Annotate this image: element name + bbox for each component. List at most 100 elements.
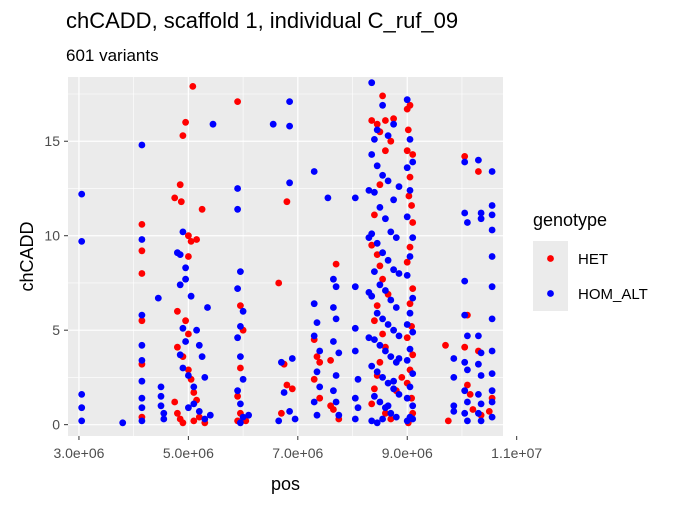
data-point-hom-alt: [461, 358, 469, 366]
data-point-het: [382, 147, 389, 155]
data-point-hom-alt: [384, 132, 392, 140]
data-point-het: [461, 153, 469, 160]
data-point-hom-alt: [450, 374, 458, 381]
data-point-hom-alt: [182, 264, 190, 272]
data-point-hom-alt: [409, 294, 417, 302]
legend: genotype HET HOM_ALT: [533, 210, 648, 311]
data-point-hom-alt: [368, 417, 376, 425]
data-point-hom-alt: [461, 277, 469, 285]
data-point-hom-alt: [409, 158, 417, 166]
data-point-hom-alt: [78, 190, 86, 198]
data-point-hom-alt: [477, 349, 485, 357]
data-point-hom-alt: [409, 328, 417, 336]
data-point-hom-alt: [488, 315, 496, 323]
data-point-hom-alt: [313, 368, 321, 376]
data-point-hom-alt: [237, 400, 244, 408]
data-point-hom-alt: [310, 168, 318, 175]
x-tick-label: 3.0e+06: [53, 445, 104, 461]
data-point-hom-alt: [371, 392, 378, 400]
data-point-hom-alt: [286, 98, 293, 105]
data-points: [78, 79, 496, 427]
data-point-het: [138, 270, 146, 277]
data-point-hom-alt: [461, 209, 469, 217]
data-point-hom-alt: [332, 315, 340, 323]
data-point-hom-alt: [288, 355, 296, 362]
data-point-hom-alt: [330, 275, 337, 283]
data-point-hom-alt: [332, 283, 340, 291]
data-point-hom-alt: [330, 387, 337, 395]
data-point-hom-alt: [157, 392, 165, 400]
data-point-hom-alt: [310, 398, 318, 406]
data-point-hom-alt: [138, 141, 146, 149]
data-point-hom-alt: [157, 383, 165, 391]
data-point-hom-alt: [138, 357, 146, 364]
data-point-het: [469, 406, 477, 413]
axes: 3.0e+06 5.0e+06 7.0e+06 9.0e+06 1.1e+07 0 5 10 1…: [44, 133, 542, 461]
data-point-hom-alt: [365, 234, 373, 242]
data-point-het: [171, 398, 179, 406]
data-point-het: [174, 409, 181, 417]
data-point-hom-alt: [332, 398, 340, 406]
data-point-het: [371, 385, 378, 393]
data-point-hom-alt: [176, 351, 184, 359]
data-point-het: [237, 364, 244, 372]
data-point-hom-alt: [382, 347, 389, 355]
data-point-hom-alt: [119, 419, 127, 427]
y-tick-label: 5: [52, 322, 60, 338]
data-point-het: [316, 394, 324, 402]
data-point-hom-alt: [406, 345, 414, 353]
data-point-het: [442, 341, 449, 349]
data-point-hom-alt: [204, 304, 211, 311]
data-point-het: [330, 406, 337, 413]
data-point-het: [475, 168, 482, 175]
data-point-hom-alt: [373, 419, 381, 427]
data-point-hom-alt: [379, 415, 386, 423]
data-point-hom-alt: [406, 309, 414, 317]
y-tick-label: 0: [52, 417, 60, 433]
data-point-hom-alt: [379, 374, 386, 381]
data-point-hom-alt: [477, 372, 485, 379]
data-point-hom-alt: [488, 370, 496, 377]
data-point-hom-alt: [406, 253, 414, 260]
data-point-het: [310, 375, 318, 383]
data-point-hom-alt: [332, 372, 340, 379]
data-point-hom-alt: [409, 370, 417, 377]
data-point-hom-alt: [179, 228, 187, 236]
data-point-het: [275, 279, 283, 287]
data-point-hom-alt: [138, 417, 146, 425]
data-point-hom-alt: [187, 292, 195, 300]
data-point-hom-alt: [234, 205, 242, 213]
data-point-het: [404, 126, 412, 134]
data-point-hom-alt: [269, 120, 277, 128]
data-point-het: [390, 115, 397, 122]
data-point-hom-alt: [384, 256, 392, 264]
data-point-hom-alt: [461, 311, 469, 319]
data-point-hom-alt: [461, 387, 469, 395]
data-point-hom-alt: [379, 249, 386, 257]
data-point-het: [376, 181, 384, 189]
data-point-het: [368, 241, 376, 249]
data-point-hom-alt: [464, 398, 471, 406]
data-point-hom-alt: [475, 391, 482, 398]
legend-key-hom-alt: [547, 290, 554, 297]
data-point-hom-alt: [464, 366, 471, 374]
data-point-hom-alt: [185, 404, 192, 412]
data-point-hom-alt: [201, 374, 209, 381]
data-point-hom-alt: [382, 215, 389, 223]
data-point-het: [288, 385, 296, 393]
data-point-hom-alt: [475, 156, 482, 164]
data-point-hom-alt: [316, 347, 324, 355]
data-point-het: [234, 98, 242, 105]
data-point-hom-alt: [291, 415, 299, 423]
legend-title: genotype: [533, 210, 607, 230]
data-point-het: [405, 192, 413, 200]
data-point-hom-alt: [390, 385, 397, 393]
data-point-het: [190, 389, 198, 396]
chart-title: chCADD, scaffold 1, individual C_ruf_09: [66, 8, 459, 33]
data-point-hom-alt: [275, 417, 283, 425]
data-point-hom-alt: [351, 415, 359, 423]
data-point-het: [387, 137, 395, 145]
data-point-het: [403, 334, 411, 342]
data-point-hom-alt: [368, 362, 376, 370]
